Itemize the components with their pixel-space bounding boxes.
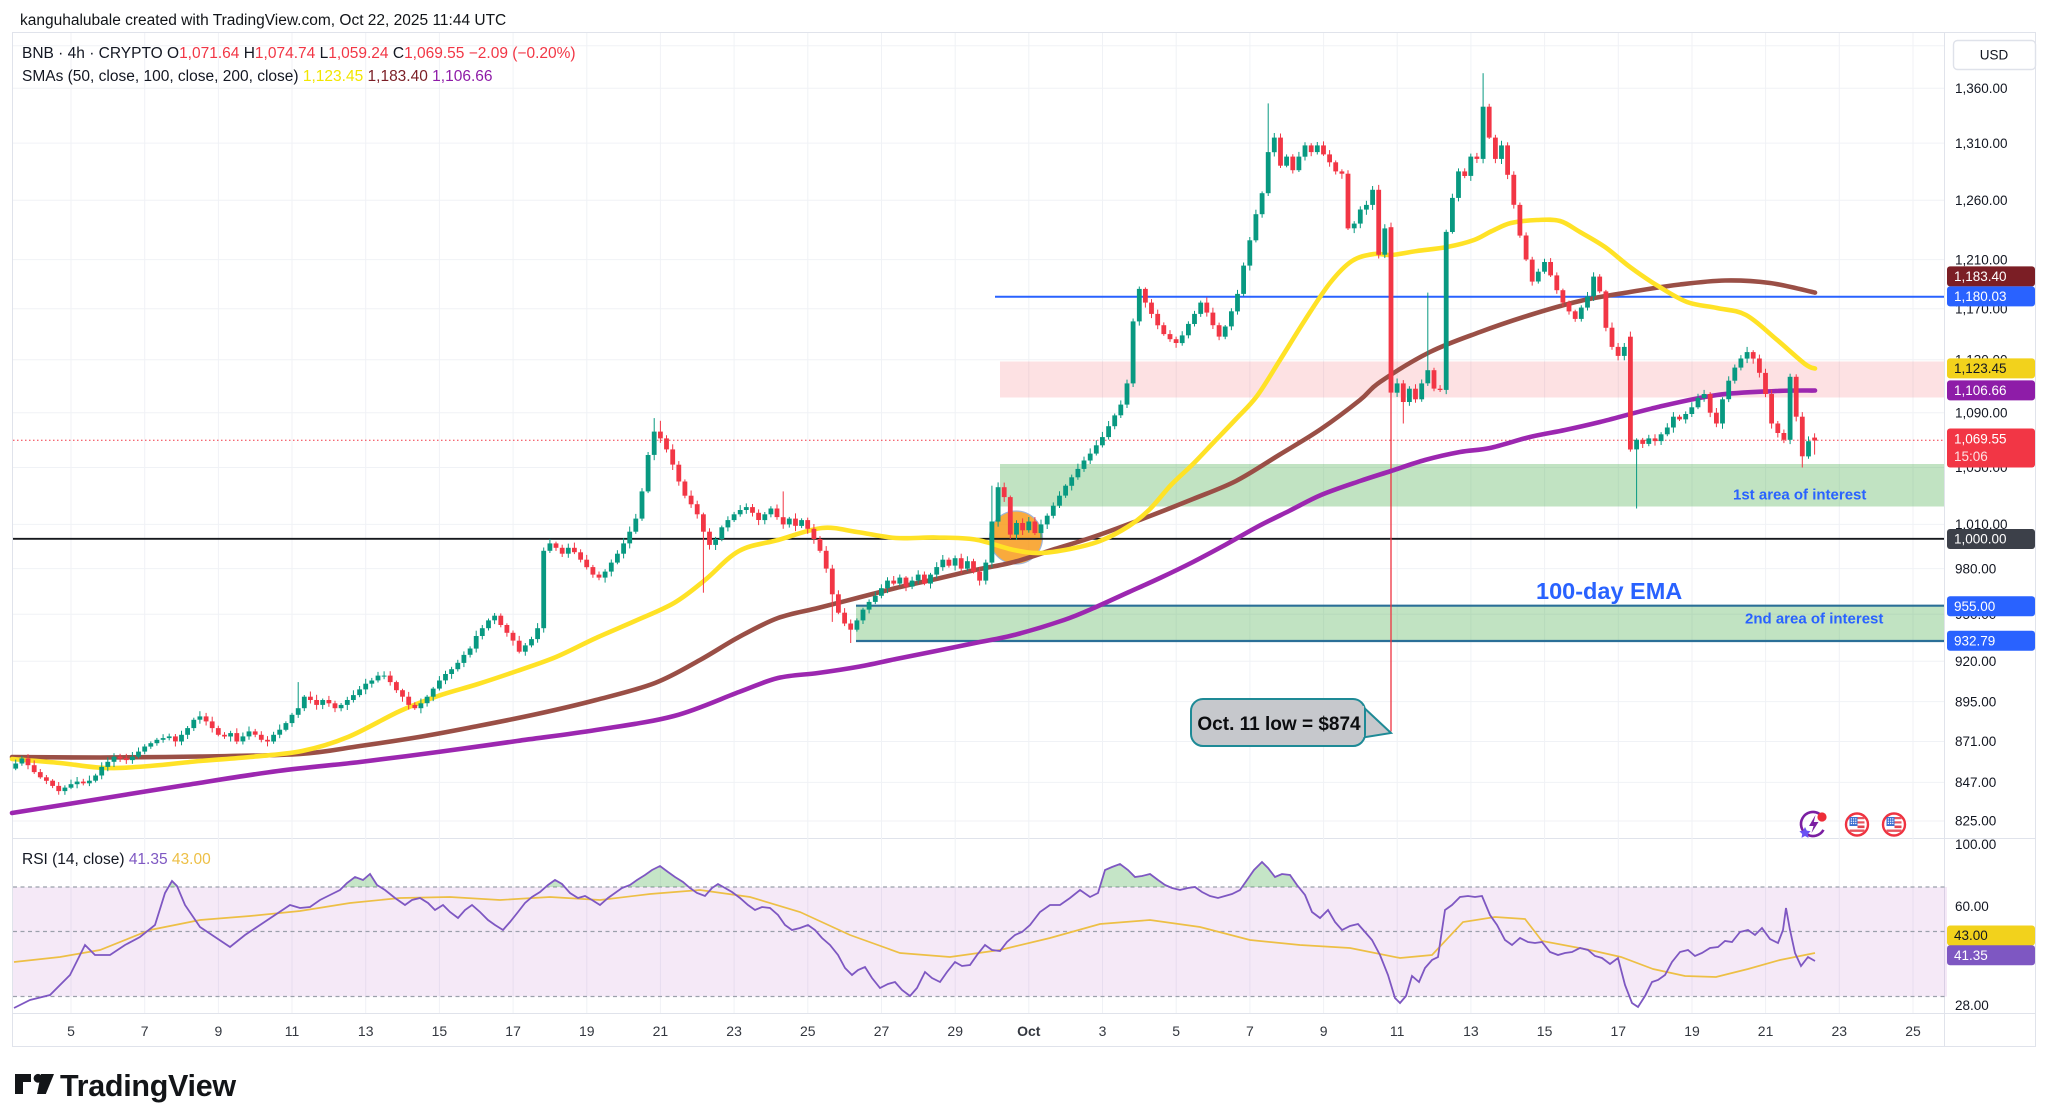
svg-text:955.00: 955.00 <box>1954 599 1995 614</box>
svg-text:100.00: 100.00 <box>1955 837 1996 852</box>
svg-text:920.00: 920.00 <box>1955 654 1996 669</box>
svg-text:43.00: 43.00 <box>1954 928 1988 943</box>
svg-text:15:06: 15:06 <box>1954 449 1988 464</box>
svg-text:1,210.00: 1,210.00 <box>1955 252 2008 267</box>
svg-text:1,090.00: 1,090.00 <box>1955 405 2008 420</box>
svg-text:847.00: 847.00 <box>1955 775 1996 790</box>
svg-text:1,260.00: 1,260.00 <box>1955 193 2008 208</box>
svg-text:19: 19 <box>1684 1023 1700 1039</box>
svg-text:1,106.66: 1,106.66 <box>1954 383 2007 398</box>
svg-text:13: 13 <box>1463 1023 1479 1039</box>
svg-text:5: 5 <box>67 1023 75 1039</box>
svg-text:9: 9 <box>1320 1023 1328 1039</box>
svg-text:27: 27 <box>874 1023 890 1039</box>
svg-text:Oct. 11 low = $874: Oct. 11 low = $874 <box>1197 714 1361 735</box>
svg-text:23: 23 <box>726 1023 742 1039</box>
svg-text:825.00: 825.00 <box>1955 814 1996 829</box>
svg-text:19: 19 <box>579 1023 595 1039</box>
svg-text:1st area of interest: 1st area of interest <box>1733 487 1866 504</box>
svg-text:TradingView: TradingView <box>60 1069 236 1103</box>
svg-text:SMAs (50, close, 100, close, 2: SMAs (50, close, 100, close, 200, close)… <box>22 68 493 85</box>
svg-text:15: 15 <box>1537 1023 1553 1039</box>
svg-text:9: 9 <box>215 1023 223 1039</box>
svg-text:kanguhalubale created with Tra: kanguhalubale created with TradingView.c… <box>20 12 506 29</box>
svg-text:1,180.03: 1,180.03 <box>1954 289 2007 304</box>
svg-text:17: 17 <box>1611 1023 1627 1039</box>
svg-text:25: 25 <box>1905 1023 1921 1039</box>
svg-text:41.35: 41.35 <box>1954 948 1988 963</box>
svg-text:60.00: 60.00 <box>1955 899 1989 914</box>
svg-text:5: 5 <box>1172 1023 1180 1039</box>
svg-text:21: 21 <box>1758 1023 1774 1039</box>
svg-text:1,183.40: 1,183.40 <box>1954 269 2007 284</box>
svg-text:980.00: 980.00 <box>1955 561 1996 576</box>
svg-text:1,010.00: 1,010.00 <box>1955 517 2008 532</box>
svg-text:100-day EMA: 100-day EMA <box>1536 578 1682 604</box>
svg-text:25: 25 <box>800 1023 816 1039</box>
svg-text:11: 11 <box>1390 1023 1405 1039</box>
svg-text:1,069.55: 1,069.55 <box>1954 432 2007 447</box>
svg-text:7: 7 <box>141 1023 149 1039</box>
svg-text:21: 21 <box>653 1023 669 1039</box>
svg-text:932.79: 932.79 <box>1954 634 1995 649</box>
svg-text:1,123.45: 1,123.45 <box>1954 361 2007 376</box>
svg-text:11: 11 <box>285 1023 300 1039</box>
svg-text:7: 7 <box>1246 1023 1254 1039</box>
svg-text:895.00: 895.00 <box>1955 694 1996 709</box>
svg-text:13: 13 <box>358 1023 374 1039</box>
svg-text:871.00: 871.00 <box>1955 734 1996 749</box>
svg-text:3: 3 <box>1099 1023 1107 1039</box>
svg-text:BNB · 4h · CRYPTO O1,071.64: BNB · 4h · CRYPTO O1,071.64 H1,074.74 L1… <box>22 45 576 62</box>
svg-text:28.00: 28.00 <box>1955 998 1989 1013</box>
svg-text:Oct: Oct <box>1017 1023 1041 1039</box>
svg-text:1,000.00: 1,000.00 <box>1954 532 2007 547</box>
svg-text:1,310.00: 1,310.00 <box>1955 136 2008 151</box>
svg-text:RSI (14, close) 41.35 43.00: RSI (14, close) 41.35 43.00 <box>22 851 211 868</box>
svg-text:1,360.00: 1,360.00 <box>1955 81 2008 96</box>
svg-text:29: 29 <box>947 1023 963 1039</box>
svg-text:2nd area of interest: 2nd area of interest <box>1745 611 1883 628</box>
svg-text:USD: USD <box>1980 48 2009 63</box>
svg-text:23: 23 <box>1832 1023 1848 1039</box>
svg-text:15: 15 <box>432 1023 448 1039</box>
svg-text:17: 17 <box>505 1023 521 1039</box>
